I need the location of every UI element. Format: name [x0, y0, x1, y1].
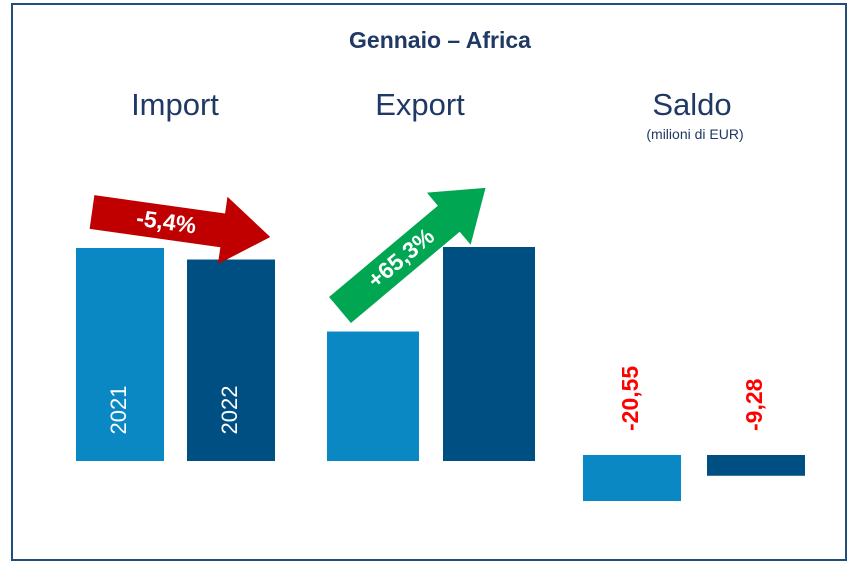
panel-title: Export: [375, 87, 465, 122]
category-label: 2021: [106, 386, 131, 435]
bar: [187, 259, 275, 461]
category-label: 2022: [217, 386, 242, 435]
bar: [327, 331, 419, 461]
value-label: -9,28: [741, 378, 767, 431]
bar: [76, 248, 164, 461]
arrow-shape: [89, 195, 271, 265]
arrow-shape: [329, 187, 486, 324]
panel-subtitle: (milioni di EUR): [646, 126, 743, 142]
bar: [443, 247, 535, 461]
panel-title: Saldo: [652, 87, 731, 122]
main-title: Gennaio – Africa: [349, 27, 531, 53]
bar: [707, 455, 805, 476]
bar: [583, 455, 681, 501]
value-label: -20,55: [617, 366, 643, 431]
trend-arrow: -5,4%: [89, 195, 271, 265]
panel-title: Import: [131, 87, 219, 122]
